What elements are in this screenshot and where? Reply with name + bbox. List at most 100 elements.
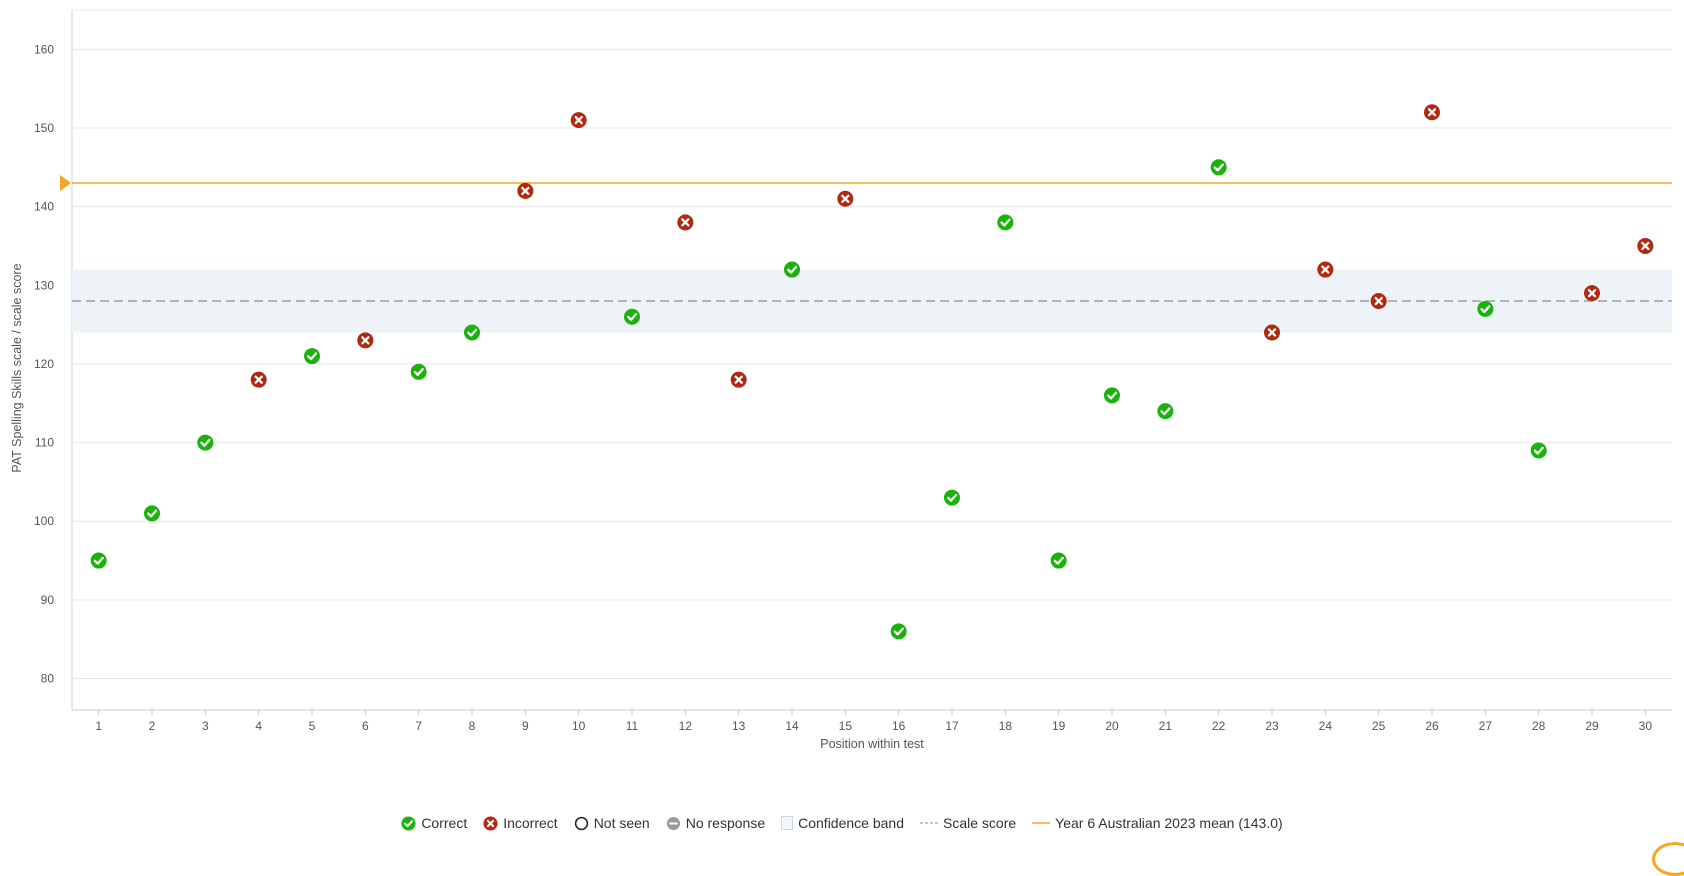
check-mark (413, 368, 424, 376)
check-circle-icon (1157, 403, 1174, 420)
x-tick-label: 30 (1639, 719, 1653, 733)
correct-point (464, 324, 480, 341)
x-tick-label: 7 (415, 719, 422, 733)
check-circle-icon (944, 489, 960, 506)
cross-mark (254, 375, 263, 384)
help-badge-icon[interactable] (1652, 842, 1684, 876)
incorrect-point (1584, 285, 1600, 302)
x-tick-label: 6 (362, 719, 369, 733)
legend-item-incorrect[interactable]: Incorrect (483, 815, 558, 831)
check-circle-icon (197, 434, 214, 451)
legend-label-incorrect: Incorrect (503, 815, 558, 831)
incorrect-point (570, 112, 587, 129)
incorrect-point (1264, 324, 1280, 341)
x-tick-label: 14 (785, 719, 799, 733)
correct-point (1530, 442, 1547, 459)
correct-point (944, 489, 960, 506)
incorrect-point (1424, 104, 1440, 121)
y-tick-label: 90 (41, 593, 55, 607)
check-mark (947, 493, 958, 502)
legend-item-scale-score[interactable]: Scale score (920, 815, 1016, 831)
legend-item-confidence-band[interactable]: Confidence band (781, 815, 904, 831)
x-axis-title: Position within test (820, 737, 924, 751)
x-tick-label: 10 (572, 719, 586, 733)
incorrect-point (1370, 293, 1387, 310)
x-tick-label: 28 (1532, 719, 1546, 733)
check-circle-icon (90, 552, 107, 569)
correct-point (997, 214, 1014, 231)
check-circle-icon (304, 348, 320, 365)
x-tick-label: 23 (1265, 719, 1279, 733)
cross-mark (1374, 296, 1383, 306)
correct-point (1477, 300, 1494, 317)
legend-label-correct: Correct (421, 815, 468, 831)
plot-background (71, 10, 1672, 711)
x-tick-label: 16 (892, 719, 906, 733)
cross-mark (1427, 108, 1437, 117)
check-circle-icon (464, 324, 480, 341)
y-tick-label: 110 (35, 436, 54, 450)
correct-point (890, 623, 907, 640)
x-tick-label: 1 (95, 719, 102, 733)
legend-item-mean[interactable]: Year 6 Australian 2023 mean (143.0) (1032, 815, 1283, 831)
legend-item-correct[interactable]: Correct (401, 815, 467, 831)
cross-mark (1587, 288, 1597, 298)
correct-point (197, 434, 214, 451)
check-circle-icon (1210, 159, 1227, 176)
check-mark (1053, 556, 1064, 565)
y-tick-label: 160 (34, 42, 54, 56)
y-tick-label: 120 (34, 357, 54, 371)
correct-point (1050, 552, 1067, 569)
correct-point (1157, 403, 1174, 420)
check-circle-icon (144, 505, 160, 522)
x-tick-label: 3 (202, 719, 209, 733)
correct-point (1104, 387, 1120, 404)
data-points (90, 104, 1654, 640)
check-mark (467, 328, 478, 337)
x-tick-label: 5 (309, 719, 316, 733)
incorrect-point (677, 214, 694, 231)
check-circle-icon (784, 261, 800, 278)
cross-mark (681, 218, 690, 227)
incorrect-point (837, 190, 854, 207)
legend-item-not-seen[interactable]: Not seen (574, 815, 650, 831)
correct-point (784, 261, 800, 278)
y-tick-label: 150 (34, 121, 54, 135)
check-mark (200, 438, 211, 447)
check-circle-icon (1477, 300, 1494, 317)
check-mark (1480, 305, 1491, 314)
legend-label-no-response: No response (685, 815, 766, 831)
check-mark (147, 509, 158, 518)
x-tick-label: 29 (1585, 719, 1599, 733)
reference-lines (60, 175, 1672, 303)
x-tick-label: 12 (679, 719, 693, 733)
x-tick-label: 11 (626, 719, 639, 733)
x-tick-label: 20 (1105, 719, 1119, 733)
check-mark (787, 265, 798, 274)
y-tick-label: 80 (41, 672, 55, 686)
check-circle-icon (1104, 387, 1120, 404)
y-tick-label: 130 (34, 278, 54, 292)
check-mark (1107, 391, 1118, 400)
cross-mark (1267, 328, 1277, 337)
incorrect-point (357, 332, 374, 349)
check-mark (1160, 407, 1171, 416)
x-tick-label: 9 (522, 719, 529, 733)
x-tick-label: 24 (1319, 719, 1333, 733)
legend-item-no-response[interactable]: No response (666, 815, 765, 831)
cross-mark (361, 336, 370, 345)
check-circle-icon (1050, 552, 1067, 569)
correct-point (1210, 159, 1227, 176)
x-tick-label: 17 (945, 719, 959, 733)
check-circle-icon (410, 363, 427, 380)
cross-mark (1641, 241, 1650, 251)
legend-label-not-seen: Not seen (593, 815, 650, 831)
gridlines (72, 9, 1672, 680)
check-mark (1533, 446, 1544, 455)
check-circle-icon (624, 308, 640, 325)
y-tick-label: 140 (34, 200, 54, 214)
dashed-line-icon (920, 822, 938, 824)
cross-mark (1321, 265, 1330, 274)
cross-mark (841, 194, 850, 203)
